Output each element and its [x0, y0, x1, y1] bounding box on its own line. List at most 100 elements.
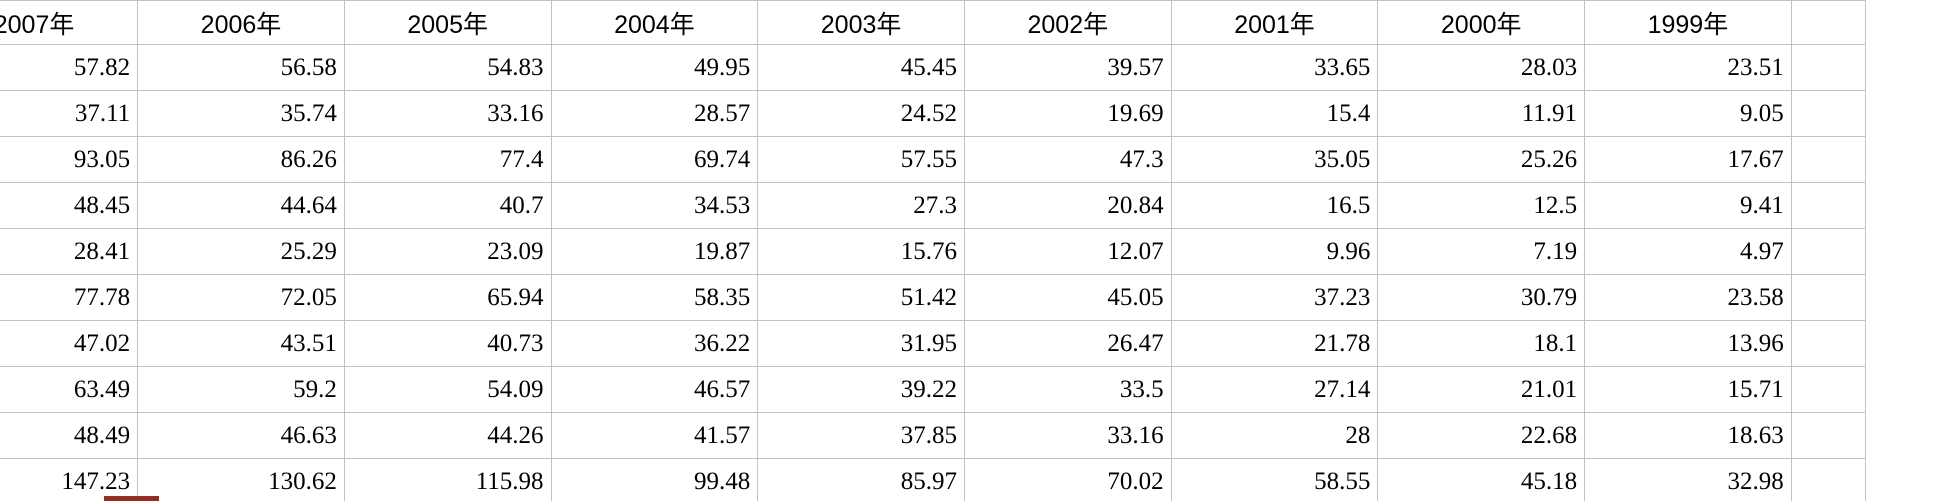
data-cell[interactable]: 28.57	[550, 90, 759, 137]
data-cell[interactable]: 39.22	[757, 366, 965, 413]
data-cell[interactable]: 28.03	[1377, 44, 1586, 91]
column-header-2006[interactable]: 2006年	[137, 0, 345, 45]
data-cell-empty[interactable]	[1790, 182, 1867, 229]
data-cell[interactable]: 22.68	[1377, 412, 1586, 459]
data-cell[interactable]: 34.53	[550, 182, 759, 229]
data-cell[interactable]: 36.22	[550, 320, 759, 367]
data-cell[interactable]: 27.14	[1170, 366, 1379, 413]
data-cell[interactable]: 35.05	[1170, 136, 1379, 183]
data-cell[interactable]: 33.16	[963, 412, 1172, 459]
data-cell[interactable]: 48.45	[0, 182, 139, 229]
data-cell[interactable]: 43.51	[137, 320, 345, 367]
data-cell[interactable]: 15.76	[757, 228, 965, 275]
data-cell[interactable]: 45.45	[757, 44, 965, 91]
data-cell[interactable]: 23.09	[343, 228, 552, 275]
data-cell[interactable]: 9.05	[1584, 90, 1792, 137]
data-cell[interactable]: 19.69	[963, 90, 1172, 137]
data-cell[interactable]: 72.05	[137, 274, 345, 321]
data-cell[interactable]: 12.5	[1377, 182, 1586, 229]
data-cell[interactable]: 46.57	[550, 366, 759, 413]
data-cell[interactable]: 19.87	[550, 228, 759, 275]
data-cell[interactable]: 115.98	[343, 458, 552, 501]
data-cell[interactable]: 70.02	[963, 458, 1172, 501]
data-cell[interactable]: 27.3	[757, 182, 965, 229]
data-cell[interactable]: 77.78	[0, 274, 139, 321]
data-cell[interactable]: 93.05	[0, 136, 139, 183]
data-cell[interactable]: 24.52	[757, 90, 965, 137]
column-header-2007[interactable]: 2007年	[0, 0, 139, 45]
column-header-1999[interactable]: 1999年	[1584, 0, 1792, 45]
data-cell[interactable]: 28	[1170, 412, 1379, 459]
data-cell[interactable]: 65.94	[343, 274, 552, 321]
data-cell[interactable]: 9.96	[1170, 228, 1379, 275]
data-cell[interactable]: 37.11	[0, 90, 139, 137]
data-cell-empty[interactable]	[1790, 274, 1867, 321]
data-cell[interactable]: 45.05	[963, 274, 1172, 321]
data-cell[interactable]: 23.51	[1584, 44, 1792, 91]
data-cell[interactable]: 4.97	[1584, 228, 1792, 275]
data-cell[interactable]: 48.49	[0, 412, 139, 459]
data-cell[interactable]: 99.48	[550, 458, 759, 501]
data-cell-empty[interactable]	[1790, 90, 1867, 137]
data-cell[interactable]: 51.42	[757, 274, 965, 321]
column-header-2001[interactable]: 2001年	[1170, 0, 1379, 45]
data-cell[interactable]: 15.4	[1170, 90, 1379, 137]
data-cell[interactable]: 7.19	[1377, 228, 1586, 275]
data-cell-empty[interactable]	[1790, 136, 1867, 183]
data-cell[interactable]: 20.84	[963, 182, 1172, 229]
data-cell[interactable]: 25.29	[137, 228, 345, 275]
data-cell[interactable]: 57.82	[0, 44, 139, 91]
data-cell[interactable]: 44.26	[343, 412, 552, 459]
data-cell[interactable]: 63.49	[0, 366, 139, 413]
data-cell[interactable]: 49.95	[550, 44, 759, 91]
data-cell[interactable]: 58.35	[550, 274, 759, 321]
data-cell[interactable]: 54.83	[343, 44, 552, 91]
data-cell[interactable]: 58.55	[1170, 458, 1379, 501]
data-cell[interactable]: 44.64	[137, 182, 345, 229]
data-cell[interactable]: 12.07	[963, 228, 1172, 275]
data-cell[interactable]: 130.62	[137, 458, 345, 501]
data-cell[interactable]: 47.3	[963, 136, 1172, 183]
data-cell[interactable]: 26.47	[963, 320, 1172, 367]
data-cell[interactable]: 69.74	[550, 136, 759, 183]
data-cell[interactable]: 18.1	[1377, 320, 1586, 367]
data-cell-empty[interactable]	[1790, 320, 1867, 367]
data-cell[interactable]: 32.98	[1584, 458, 1792, 501]
data-cell[interactable]: 85.97	[757, 458, 965, 501]
data-cell[interactable]: 37.23	[1170, 274, 1379, 321]
column-header-2003[interactable]: 2003年	[757, 0, 965, 45]
data-cell[interactable]: 9.41	[1584, 182, 1792, 229]
data-cell-empty[interactable]	[1790, 44, 1867, 91]
data-cell[interactable]: 15.71	[1584, 366, 1792, 413]
data-cell[interactable]: 33.16	[343, 90, 552, 137]
data-cell[interactable]: 86.26	[137, 136, 345, 183]
data-cell-empty[interactable]	[1790, 458, 1867, 501]
data-cell[interactable]: 40.73	[343, 320, 552, 367]
data-cell[interactable]: 39.57	[963, 44, 1172, 91]
data-cell[interactable]: 41.57	[550, 412, 759, 459]
data-cell[interactable]: 57.55	[757, 136, 965, 183]
data-cell-empty[interactable]	[1790, 366, 1867, 413]
data-cell[interactable]: 77.4	[343, 136, 552, 183]
data-cell[interactable]: 45.18	[1377, 458, 1586, 501]
data-cell[interactable]: 17.67	[1584, 136, 1792, 183]
data-cell[interactable]: 35.74	[137, 90, 345, 137]
column-header-empty[interactable]	[1790, 0, 1867, 45]
data-cell[interactable]: 13.96	[1584, 320, 1792, 367]
data-cell[interactable]: 33.65	[1170, 44, 1379, 91]
data-cell-empty[interactable]	[1790, 228, 1867, 275]
data-cell-empty[interactable]	[1790, 412, 1867, 459]
data-cell[interactable]: 30.79	[1377, 274, 1586, 321]
data-cell[interactable]: 23.58	[1584, 274, 1792, 321]
data-cell[interactable]: 11.91	[1377, 90, 1586, 137]
data-cell[interactable]: 28.41	[0, 228, 139, 275]
data-cell[interactable]: 37.85	[757, 412, 965, 459]
column-header-2005[interactable]: 2005年	[343, 0, 552, 45]
data-cell[interactable]: 21.78	[1170, 320, 1379, 367]
data-cell[interactable]: 46.63	[137, 412, 345, 459]
column-header-2000[interactable]: 2000年	[1377, 0, 1586, 45]
data-cell[interactable]: 18.63	[1584, 412, 1792, 459]
data-cell[interactable]: 33.5	[963, 366, 1172, 413]
data-cell[interactable]: 47.02	[0, 320, 139, 367]
data-cell[interactable]: 25.26	[1377, 136, 1586, 183]
